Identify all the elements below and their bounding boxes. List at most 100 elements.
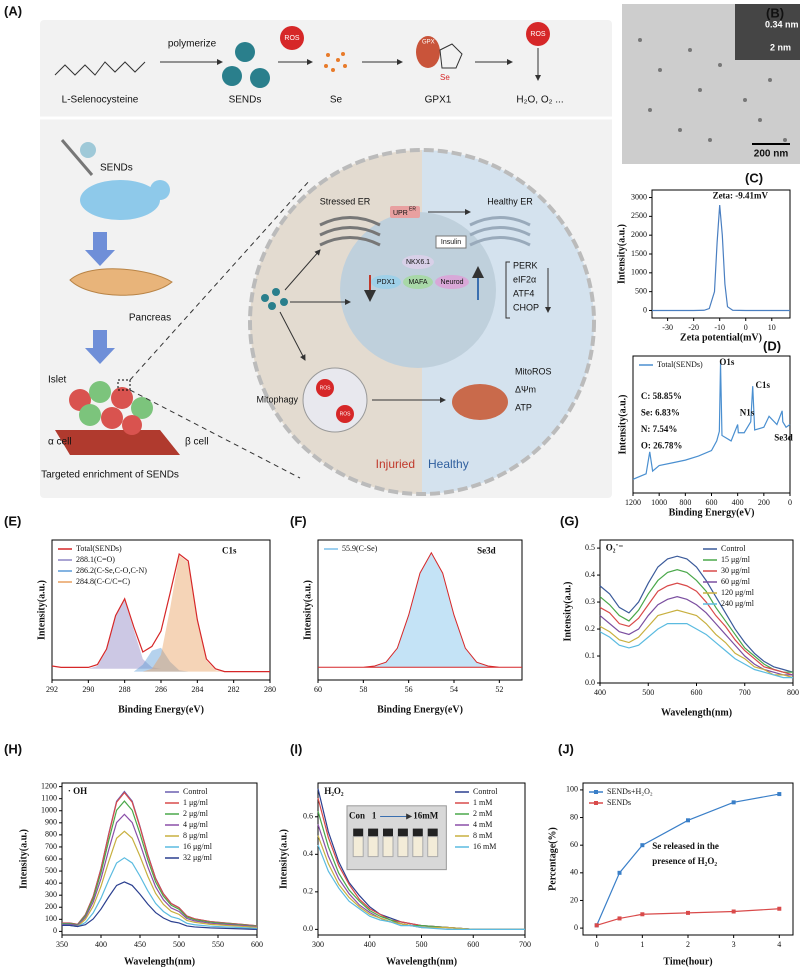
molecule: [54, 61, 146, 76]
x-tick-label: 58: [359, 685, 367, 694]
y-axis-label: Intensity(a.u.): [278, 829, 289, 889]
y-tick-label: 700: [45, 842, 57, 851]
x-tick-label: 0: [788, 498, 792, 507]
y-tick-label: 0: [574, 923, 578, 932]
y-tick-label: 2500: [631, 211, 647, 220]
vial: [427, 836, 439, 858]
annotation: C1s: [222, 545, 237, 555]
x-tick-label: 290: [82, 685, 94, 694]
legend-label: 16 μg/ml: [183, 842, 213, 851]
x-tick-label: 280: [264, 685, 276, 694]
x-axis-label: Time(hour): [663, 956, 712, 967]
y-tick-label: 500: [635, 286, 647, 295]
x-tick-label: -20: [688, 323, 699, 332]
y-tick-label: 20: [570, 895, 578, 904]
x-axis-label: Wavelength(nm): [386, 956, 457, 967]
plot-frame: [61, 782, 258, 936]
legend-label: 284.8(C-C/C=C): [76, 577, 130, 586]
label: ER: [409, 206, 416, 212]
legend-label: 2 mM: [473, 809, 492, 818]
label: α cell: [48, 437, 72, 448]
line: [62, 881, 258, 931]
factor: [403, 275, 433, 289]
label: PERK: [513, 260, 538, 270]
marker: [617, 870, 622, 875]
x-axis-label: Binding Energy(eV): [377, 704, 463, 715]
mouse: [80, 180, 160, 220]
x-tick-label: 2: [686, 940, 690, 949]
annotation: H₂O₂: [324, 786, 344, 796]
label: Pancreas: [129, 313, 171, 324]
annotation: Se released in the: [652, 841, 719, 851]
arrow: [85, 330, 115, 364]
label: SENDs: [229, 95, 262, 106]
panel-a: (A) L-Selenocysteine polymerize SENDs RO…: [4, 3, 612, 498]
annotation: Con: [349, 811, 365, 821]
arrow: [279, 311, 306, 361]
legend-label: Total(SENDs): [657, 360, 703, 369]
y-tick-label: 0.4: [585, 570, 595, 579]
x-tick-label: 284: [191, 685, 203, 694]
zoom-box: [117, 379, 131, 391]
y-axis-label: Intensity(a.u.): [616, 224, 627, 284]
label: Healthy ER: [487, 196, 533, 206]
sends-cluster: [261, 288, 288, 310]
annotation: C: 58.85%: [641, 391, 682, 401]
label: Islet: [48, 375, 67, 386]
x-tick-label: 600: [706, 498, 718, 507]
y-tick-label: 0: [643, 305, 647, 314]
label: ROS: [320, 385, 332, 391]
vial-cap: [412, 828, 423, 837]
legend-label: 8 mM: [473, 831, 492, 840]
label: ROS: [284, 35, 300, 42]
se-dots: [324, 52, 347, 72]
line: [62, 857, 258, 930]
er: [319, 216, 381, 247]
x-tick-label: 54: [450, 685, 458, 694]
annotation: 1: [372, 811, 377, 821]
line: [652, 205, 790, 312]
islet-cells: [69, 381, 153, 435]
y-tick-label: 1100: [41, 794, 57, 803]
y-tick-label: 100: [566, 785, 578, 794]
annotation: O₂˙⁻: [606, 543, 624, 553]
y-tick-label: 1000: [631, 268, 647, 277]
line: [599, 596, 793, 676]
legend-label: Control: [183, 787, 208, 796]
label: Se: [330, 95, 343, 106]
line: [596, 793, 780, 926]
annotation: 16mM: [413, 811, 438, 821]
label: ATF4: [513, 288, 534, 298]
x-tick-label: 600: [691, 688, 703, 697]
x-tick-label: 700: [519, 940, 531, 949]
y-tick-label: 500: [45, 866, 57, 875]
ros-burst: [316, 379, 334, 397]
x-tick-label: 300: [312, 940, 324, 949]
factor: [435, 275, 469, 289]
vial-cap: [368, 828, 379, 837]
label: polymerize: [168, 39, 217, 50]
x-tick-label: 1: [640, 940, 644, 949]
area: [318, 551, 522, 668]
ros-burst: [336, 405, 354, 423]
y-tick-label: 40: [570, 868, 578, 877]
cell-membrane: [248, 148, 596, 496]
y-tick-label: 2000: [631, 230, 647, 239]
ros-burst: [526, 22, 550, 46]
nanodot: [235, 42, 255, 62]
y-axis-label: Intensity(a.u.): [36, 580, 47, 640]
y-tick-label: 900: [45, 818, 57, 827]
x-tick-label: 4: [777, 940, 781, 949]
y-tick-label: 0: [53, 926, 57, 935]
y-tick-label: 0.2: [585, 624, 595, 633]
marker: [686, 910, 690, 915]
annotation: Se: 6.83%: [641, 408, 680, 418]
label: Stressed ER: [320, 196, 371, 206]
line: [317, 844, 525, 930]
label: ROS: [530, 31, 546, 38]
legend-label: 120 μg/ml: [721, 588, 755, 597]
y-tick-label: 0.6: [303, 812, 313, 821]
label: 0.34 nm: [765, 19, 799, 29]
legend-label: 2 μg/ml: [183, 809, 209, 818]
